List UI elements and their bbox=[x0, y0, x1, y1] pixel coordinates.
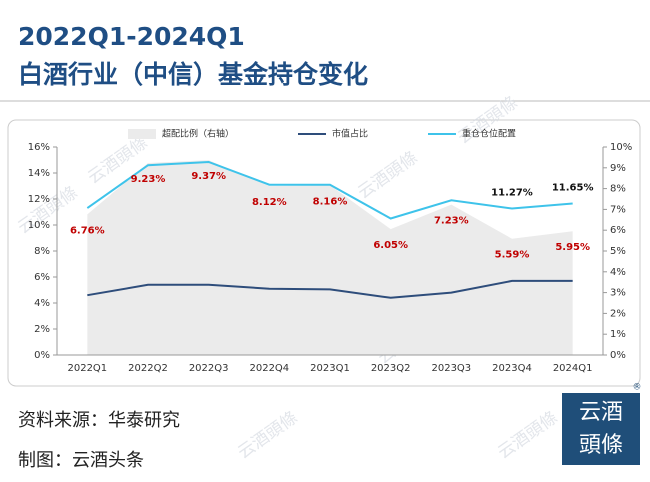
y2-tick-label: 0% bbox=[610, 350, 626, 361]
source: 资料来源：华泰研究 bbox=[18, 410, 180, 431]
y2-tick-label: 10% bbox=[610, 142, 632, 153]
x-tick-label: 2024Q1 bbox=[553, 363, 593, 374]
title-line1: 2022Q1-2024Q1 bbox=[18, 22, 245, 51]
y2-tick-label: 1% bbox=[610, 329, 626, 340]
y-tick-label: 8% bbox=[34, 246, 50, 257]
y2-tick-label: 6% bbox=[610, 225, 626, 236]
x-tick-label: 2023Q3 bbox=[431, 363, 471, 374]
y2-tick-label: 5% bbox=[610, 246, 626, 257]
logo-text: 頭條 bbox=[579, 433, 623, 458]
data-label: 11.27% bbox=[491, 187, 533, 198]
x-tick-label: 2022Q3 bbox=[189, 363, 229, 374]
y-tick-label: 12% bbox=[28, 194, 50, 205]
legend-label: 市值占比 bbox=[332, 128, 368, 140]
y-tick-label: 6% bbox=[34, 272, 50, 283]
data-label: 8.12% bbox=[252, 197, 287, 208]
legend-swatch bbox=[128, 129, 156, 139]
data-label: 5.59% bbox=[495, 250, 530, 261]
y-tick-label: 2% bbox=[34, 324, 50, 335]
y2-tick-label: 7% bbox=[610, 204, 626, 215]
y2-tick-label: 8% bbox=[610, 184, 626, 195]
data-label: 9.23% bbox=[131, 174, 166, 185]
data-label: 9.37% bbox=[191, 171, 226, 182]
registered-mark: ® bbox=[633, 383, 642, 393]
y-tick-label: 0% bbox=[34, 350, 50, 361]
data-label: 6.05% bbox=[373, 240, 408, 251]
y2-tick-label: 9% bbox=[610, 163, 626, 174]
x-tick-label: 2022Q2 bbox=[128, 363, 168, 374]
y2-tick-label: 2% bbox=[610, 308, 626, 319]
data-label: 6.76% bbox=[70, 225, 105, 236]
logo-text: 云酒 bbox=[579, 400, 623, 425]
x-tick-label: 2022Q4 bbox=[249, 363, 289, 374]
x-tick-label: 2023Q2 bbox=[371, 363, 411, 374]
line bbox=[86, 160, 573, 220]
watermark: 云酒頭條 bbox=[494, 408, 561, 463]
y-tick-label: 4% bbox=[34, 298, 50, 309]
title-line2: 白酒行业（中信）基金持仓变化 bbox=[18, 60, 368, 89]
credit: 制图：云酒头条 bbox=[18, 450, 144, 471]
y2-tick-label: 3% bbox=[610, 288, 626, 299]
area bbox=[87, 160, 573, 355]
x-tick-label: 2023Q1 bbox=[310, 363, 350, 374]
logo-box bbox=[562, 393, 640, 465]
line bbox=[87, 279, 573, 299]
data-label: 7.23% bbox=[434, 216, 469, 227]
data-label: 5.95% bbox=[555, 242, 590, 253]
y-tick-label: 16% bbox=[28, 142, 50, 153]
legend-label: 重仓仓位配置 bbox=[462, 128, 516, 140]
y-tick-label: 14% bbox=[28, 168, 50, 179]
x-tick-label: 2023Q4 bbox=[492, 363, 532, 374]
y-tick-label: 10% bbox=[28, 220, 50, 231]
x-tick-label: 2022Q1 bbox=[67, 363, 107, 374]
watermark: 云酒頭條 bbox=[234, 408, 301, 463]
legend-label: 超配比例（右轴） bbox=[162, 128, 234, 140]
data-label: 11.65% bbox=[552, 183, 594, 194]
y2-tick-label: 4% bbox=[610, 267, 626, 278]
data-label: 8.16% bbox=[313, 196, 348, 207]
